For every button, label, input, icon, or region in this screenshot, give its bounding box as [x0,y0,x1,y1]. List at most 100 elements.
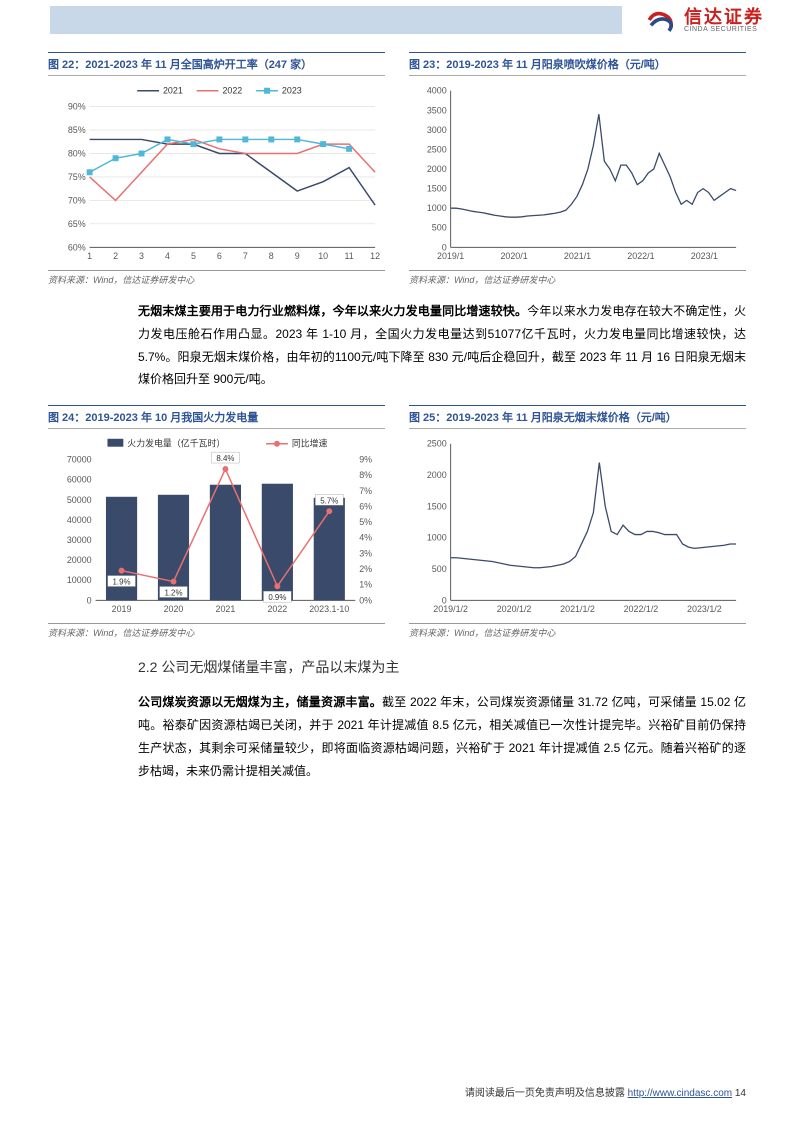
chart-24-source: 资料来源：Wind，信达证券研发中心 [48,623,385,639]
svg-text:90%: 90% [68,102,86,112]
footer-text: 请阅读最后一页免责声明及信息披露 [465,1088,625,1099]
chart-22-svg: 60%65%70%75%80%85%90%1234567891011122021… [48,78,385,268]
footer-link[interactable]: http://www.cindasc.com [628,1088,732,1099]
svg-text:2023.1-10: 2023.1-10 [309,604,349,614]
svg-text:2019: 2019 [112,604,132,614]
chart-23: 图 23：2019-2023 年 11 月阳泉喷吹煤价格（元/吨） 050010… [409,52,746,286]
svg-text:60%: 60% [68,242,86,252]
svg-text:75%: 75% [68,172,86,182]
svg-text:10000: 10000 [67,575,92,585]
svg-text:2021/1/2: 2021/1/2 [560,604,595,614]
chart-22: 图 22：2021-2023 年 11 月全国高炉开工率（247 家） 60% 6… [48,52,385,286]
svg-text:5.7%: 5.7% [320,496,338,505]
svg-text:2: 2 [113,251,118,261]
page-footer: 请阅读最后一页免责声明及信息披露 http://www.cindasc.com … [465,1084,746,1099]
para2-bold: 公司煤炭资源以无烟煤为主，储量资源丰富。 [138,695,382,709]
logo-text-cn: 信达证券 [684,8,764,26]
svg-text:2000: 2000 [427,470,447,480]
svg-text:2022/1/2: 2022/1/2 [624,604,659,614]
svg-text:1: 1 [87,251,92,261]
chart-23-svg: 050010001500200025003000350040002019/120… [409,78,746,268]
svg-text:10: 10 [318,251,328,261]
svg-text:0%: 0% [359,595,372,605]
svg-text:50000: 50000 [67,495,92,505]
svg-text:6%: 6% [359,502,372,512]
svg-text:500: 500 [432,223,447,233]
svg-text:同比增速: 同比增速 [292,438,328,449]
svg-text:8%: 8% [359,470,372,480]
svg-text:9%: 9% [359,455,372,465]
chart-22-title: 图 22：2021-2023 年 11 月全国高炉开工率（247 家） [48,52,385,76]
svg-text:4: 4 [165,251,170,261]
chart-25: 图 25：2019-2023 年 11 月阳泉无烟末煤价格（元/吨） 05001… [409,405,746,639]
chart-24-svg: 火力发电量（亿千瓦时） 同比增速 0 10000 20000 30000 40000 5000… [48,431,385,621]
svg-text:30000: 30000 [67,535,92,545]
svg-text:2500: 2500 [427,439,447,449]
svg-text:2021: 2021 [216,604,236,614]
svg-text:2022/1: 2022/1 [627,251,654,261]
svg-text:5: 5 [191,251,196,261]
logo-icon [642,2,678,38]
svg-text:2022: 2022 [222,86,242,96]
chart-23-source: 资料来源：Wind，信达证券研发中心 [409,270,746,286]
svg-text:2020/1: 2020/1 [500,251,527,261]
header-decoration [50,6,622,34]
svg-text:0.9%: 0.9% [268,593,286,602]
svg-text:2500: 2500 [427,144,447,154]
chart-row-1: 图 22：2021-2023 年 11 月全国高炉开工率（247 家） 60% 6… [48,52,746,286]
paragraph-2: 公司煤炭资源以无烟煤为主，储量资源丰富。截至 2022 年末，公司煤炭资源储量 … [138,691,746,782]
svg-text:4000: 4000 [427,86,447,96]
section-2-2-heading: 2.2 公司无烟煤储量丰富，产品以末煤为主 [138,657,746,677]
svg-text:70%: 70% [68,195,86,205]
chart-23-title: 图 23：2019-2023 年 11 月阳泉喷吹煤价格（元/吨） [409,52,746,76]
svg-text:2023/1: 2023/1 [691,251,718,261]
svg-text:火力发电量（亿千瓦时）: 火力发电量（亿千瓦时） [127,438,225,449]
svg-text:2%: 2% [359,564,372,574]
svg-text:2020/1/2: 2020/1/2 [497,604,532,614]
svg-text:2023: 2023 [282,86,302,96]
svg-text:1.2%: 1.2% [164,589,182,598]
svg-text:7: 7 [243,251,248,261]
svg-text:1%: 1% [359,580,372,590]
svg-text:60000: 60000 [67,475,92,485]
svg-text:1500: 1500 [427,502,447,512]
svg-text:2000: 2000 [427,164,447,174]
svg-text:12: 12 [370,251,380,261]
svg-text:3%: 3% [359,549,372,559]
svg-text:20000: 20000 [67,555,92,565]
company-logo: 信达证券 CINDA SECURITIES [642,2,764,38]
svg-text:7%: 7% [359,486,372,496]
svg-text:0: 0 [87,595,92,605]
svg-text:8: 8 [269,251,274,261]
svg-text:1.9%: 1.9% [113,578,131,587]
svg-text:3500: 3500 [427,105,447,115]
chart-25-svg: 050010001500200025002019/1/22020/1/22021… [409,431,746,621]
svg-text:5%: 5% [359,517,372,527]
svg-text:6: 6 [217,251,222,261]
svg-text:1000: 1000 [427,203,447,213]
svg-text:8.4%: 8.4% [216,454,234,463]
paragraph-1: 无烟末煤主要用于电力行业燃料煤，今年以来火力发电量同比增速较快。今年以来水力发电… [138,300,746,391]
logo-text-en: CINDA SECURITIES [684,26,764,33]
svg-text:2023/1/2: 2023/1/2 [687,604,722,614]
svg-text:65%: 65% [68,219,86,229]
chart-25-title: 图 25：2019-2023 年 11 月阳泉无烟末煤价格（元/吨） [409,405,746,429]
svg-text:85%: 85% [68,125,86,135]
svg-text:2022: 2022 [267,604,287,614]
svg-text:3: 3 [139,251,144,261]
page-number: 14 [735,1088,746,1099]
chart-24-title: 图 24：2019-2023 年 10 月我国火力发电量 [48,405,385,429]
svg-text:4%: 4% [359,533,372,543]
svg-text:40000: 40000 [67,515,92,525]
svg-text:2019/1/2: 2019/1/2 [433,604,468,614]
svg-text:2020: 2020 [164,604,184,614]
page-header: 信达证券 CINDA SECURITIES [0,0,794,40]
svg-text:2019/1: 2019/1 [437,251,464,261]
svg-text:500: 500 [432,564,447,574]
svg-text:3000: 3000 [427,125,447,135]
svg-text:1000: 1000 [427,533,447,543]
chart-22-source: 资料来源：Wind，信达证券研发中心 [48,270,385,286]
svg-text:2021/1: 2021/1 [564,251,591,261]
chart-25-source: 资料来源：Wind，信达证券研发中心 [409,623,746,639]
svg-text:80%: 80% [68,148,86,158]
